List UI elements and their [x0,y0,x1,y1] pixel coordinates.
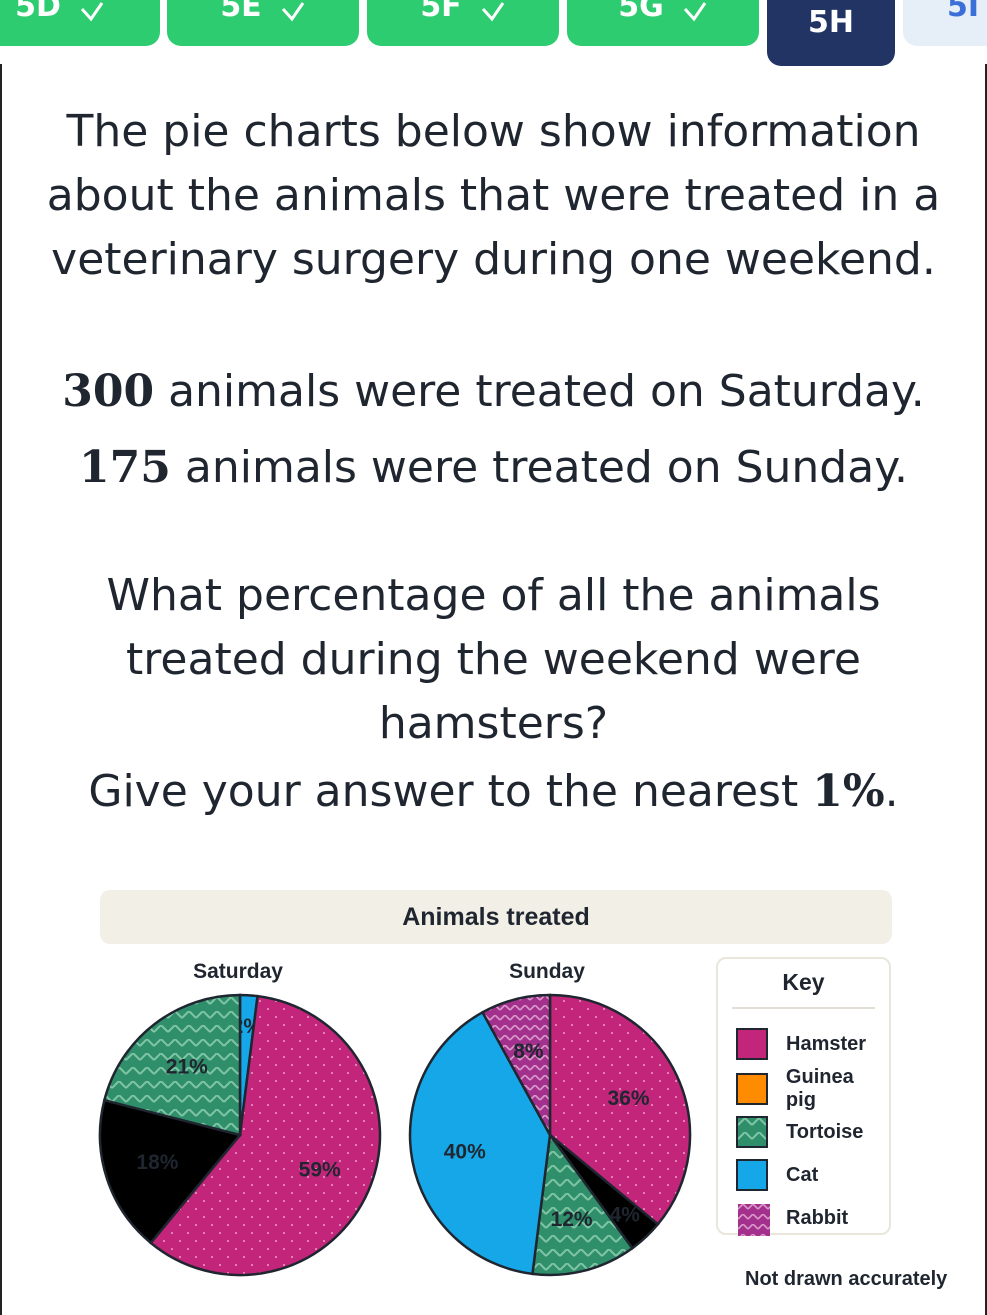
tab-label: 5H [808,5,854,40]
tab-5i[interactable]: 5I [903,0,987,46]
key-label: Guinea pig [785,1066,854,1111]
key-label: Cat [786,1163,819,1186]
tab-5d[interactable]: 5D [0,0,160,46]
sunday-slice-rabbit [480,993,552,1136]
tab-label: 5D [15,0,61,24]
sunday-label-cat: 40% [444,1140,486,1163]
sunday-text: animals were treated on Sunday. [170,442,908,493]
sunday-line: 175 animals were treated on Sunday. [20,436,967,500]
sunday-pie-label: Sunday [509,960,585,983]
not-drawn-accurately-note: Not drawn accurately [745,1268,948,1290]
key-divider [732,1007,875,1009]
tab-5f[interactable]: 5F [367,0,559,46]
key-item-tortoise: Tortoise [736,1115,863,1149]
hamster-swatch [736,1028,768,1060]
checkmark-icon [80,2,104,22]
checkmark-icon [683,2,706,22]
sunday-slice-cat [408,1010,552,1276]
sunday-label-guinea-pig: 4% [610,1204,641,1227]
sunday-pie: 36% 4% 12% 40% 8% [408,993,692,1277]
key-item-rabbit: Rabbit [736,1201,849,1236]
cat-swatch [736,1159,768,1191]
instruction-prefix: Give your answer to the nearest [88,766,813,817]
tortoise-swatch [736,1116,768,1148]
question-ask: What percentage of all the animals treat… [106,570,881,749]
sunday-count: 175 [79,442,171,493]
key-label: Rabbit [786,1206,849,1229]
chart-title: Animals treated [100,890,892,944]
pie-chart-figure: Animals treated Saturday Su [0,885,987,1315]
saturday-slice-hamster [148,994,382,1277]
question-intro: The pie charts below show information ab… [46,106,941,285]
key-label: Tortoise [786,1120,864,1143]
key-item-cat: Cat [736,1158,818,1192]
sunday-label-tortoise: 12% [551,1208,593,1231]
question-instruction: Give your answer to the nearest 1%. [20,760,967,824]
chart-key: Key Hamster Guinea pig Tortoise Cat Rabb… [716,957,891,1236]
guinea-pig-swatch [736,1073,768,1105]
tab-label: 5F [420,0,462,24]
saturday-label-hamster: 59% [299,1158,341,1181]
key-item-hamster: Hamster [736,1027,866,1061]
checkmark-icon [281,2,304,22]
rabbit-swatch [736,1202,770,1236]
saturday-slice-guinea-pig [98,1098,243,1245]
saturday-line: 300 animals were treated on Saturday. [20,360,967,424]
saturday-label-tortoise: 21% [166,1055,208,1078]
instruction-suffix: . [884,766,899,817]
pie-charts: Saturday Sunday 2%59%18%21% 36%4%12%40%8… [98,960,692,1277]
tab-5h[interactable]: 5H [767,0,895,66]
tab-5e[interactable]: 5E [167,0,359,46]
key-title: Key [782,969,825,995]
saturday-pie-label: Saturday [193,960,283,983]
saturday-text: animals were treated on Saturday. [154,366,925,417]
checkmark-icon [481,2,504,22]
sunday-label-hamster: 36% [608,1087,650,1110]
saturday-slice-tortoise [102,993,242,1137]
sunday-slice-hamster [548,993,692,1226]
sunday-label-rabbit: 8% [513,1040,544,1063]
key-label: Hamster [786,1032,867,1055]
tab-label: 5G [618,0,664,24]
tab-label: 5I [946,0,980,24]
question-tabs: 5D 5E 5F 5G 5H 5I [0,0,987,70]
saturday-pie: 2%59%18%21% [98,993,382,1277]
saturday-count: 300 [62,366,155,417]
question-frame [0,64,987,1315]
sunday-slice-tortoise [531,1131,635,1277]
instruction-value: 1% [812,766,885,817]
saturday-label-guinea-pig: 18% [136,1151,178,1174]
tab-5g[interactable]: 5G [567,0,759,46]
key-item-guinea-pig: Guinea pig [736,1066,889,1111]
tab-label: 5E [220,0,262,24]
